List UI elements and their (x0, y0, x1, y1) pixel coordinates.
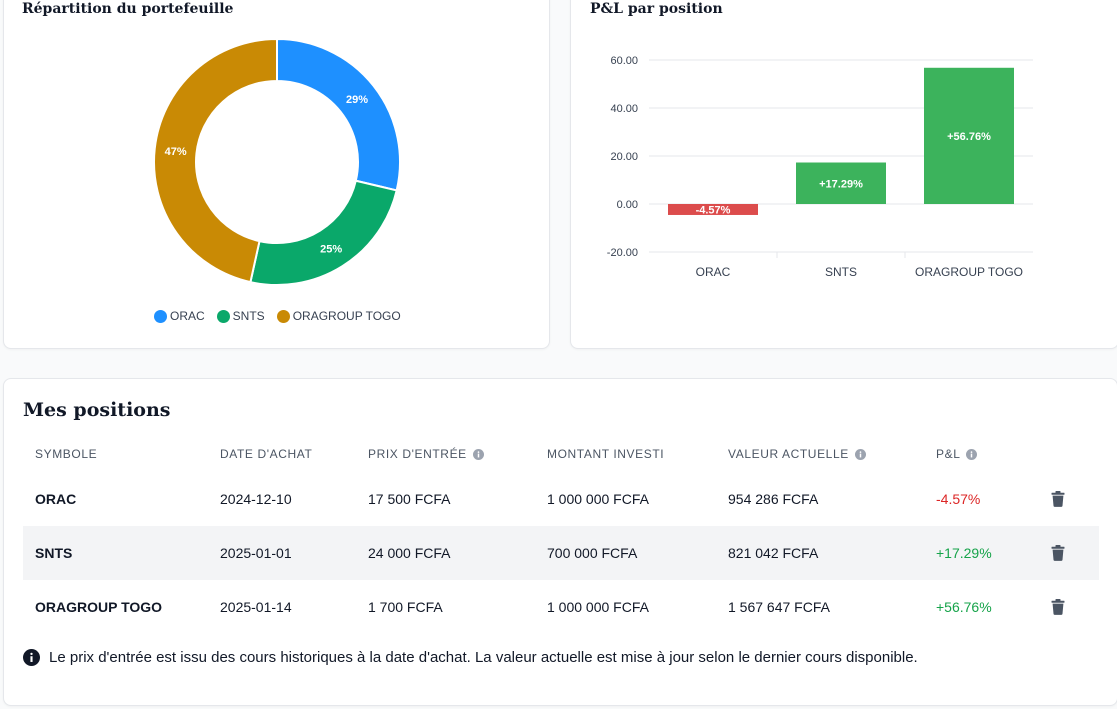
column-label: PRIX D'ENTRÉE (368, 447, 467, 461)
legend-item-orac[interactable]: ORAC (154, 309, 205, 323)
allocation-donut-chart: 29% 25% 47% (153, 37, 401, 286)
cell-entry-price: 1 700 FCFA (368, 599, 443, 615)
column-header-date[interactable]: DATE D'ACHAT (220, 447, 312, 461)
legend-swatch (276, 309, 290, 323)
column-header-symbol[interactable]: SYMBOLE (35, 447, 97, 461)
y-tick-label: -20.00 (607, 247, 638, 259)
cell-date: 2025-01-01 (220, 545, 292, 561)
cell-entry-price: 24 000 FCFA (368, 545, 451, 561)
bar-data-label: +56.76% (947, 131, 991, 143)
column-label: DATE D'ACHAT (220, 447, 313, 461)
legend-label: ORAC (170, 309, 205, 323)
pnl-bar-chart: 60.00 40.00 20.00 0.00 -20.00 -4.57% ORAC +17.2… (607, 55, 1033, 279)
info-icon (23, 649, 40, 666)
column-label: SYMBOLE (35, 447, 98, 461)
cell-date: 2025-01-14 (220, 599, 292, 615)
legend-swatch (216, 309, 230, 323)
cell-pnl: +56.76% (936, 599, 992, 615)
legend-label: SNTS (232, 309, 265, 323)
y-tick-label: 60.00 (610, 55, 638, 67)
cell-invested: 700 000 FCFA (547, 545, 638, 561)
trash-icon[interactable] (1051, 491, 1065, 507)
legend-swatch (154, 309, 167, 323)
bar-orac[interactable] (668, 204, 758, 215)
table-row[interactable]: ORAGROUP TOGO 2025-01-14 1 700 FCFA 1 00… (23, 580, 1099, 634)
cell-date: 2024-12-10 (220, 491, 292, 507)
allocation-legend: ORAC SNTS ORAGROUP TOGO (154, 309, 413, 323)
y-tick-label: 40.00 (610, 103, 638, 115)
x-tick-label: SNTS (825, 265, 857, 279)
column-header-current-value[interactable]: VALEUR ACTUELLE (728, 447, 866, 461)
cell-symbol: ORAC (35, 491, 77, 507)
column-header-pnl[interactable]: P&L (936, 447, 978, 461)
cell-pnl: -4.57% (936, 491, 981, 507)
bar-snts[interactable] (796, 162, 886, 204)
positions-title: Mes positions (23, 399, 171, 421)
column-label: P&L (936, 447, 961, 461)
legend-item-snts[interactable]: SNTS (216, 309, 265, 323)
y-tick-label: 20.00 (610, 151, 638, 163)
positions-card: Mes positions SYMBOLE DATE D'ACHAT PRIX … (3, 378, 1117, 706)
legend-label: ORAGROUP TOGO (292, 309, 401, 323)
info-note: Le prix d'entrée est issu des cours hist… (23, 649, 918, 666)
trash-icon[interactable] (1051, 599, 1065, 615)
bar-data-label: -4.57% (696, 204, 731, 216)
donut-slice-snts[interactable] (249, 179, 398, 286)
bar-data-label: +17.29% (819, 178, 863, 190)
cell-pnl: +17.29% (936, 545, 992, 561)
info-icon[interactable] (854, 448, 866, 460)
donut-slice-orac[interactable] (276, 37, 401, 192)
pnl-title: P&L par position (590, 1, 723, 17)
table-row[interactable]: ORAC 2024-12-10 17 500 FCFA 1 000 000 FC… (23, 472, 1099, 526)
cell-current-value: 954 286 FCFA (728, 491, 819, 507)
x-tick-label: ORAC (696, 265, 731, 279)
y-tick-label: 0.00 (617, 199, 638, 211)
cell-current-value: 821 042 FCFA (728, 545, 819, 561)
info-icon[interactable] (472, 448, 484, 460)
cell-symbol: SNTS (35, 545, 73, 561)
trash-icon[interactable] (1051, 545, 1065, 561)
allocation-card: Répartition du portefeuille 29% 25% 47% OR… (3, 0, 550, 349)
x-tick-label: ORAGROUP TOGO (915, 265, 1023, 279)
cell-entry-price: 17 500 FCFA (368, 491, 451, 507)
column-header-invested[interactable]: MONTANT INVESTI (547, 447, 664, 461)
cell-symbol: ORAGROUP TOGO (35, 599, 163, 615)
donut-slice-label: 29% (346, 94, 368, 106)
cell-current-value: 1 567 647 FCFA (728, 599, 830, 615)
pnl-card: P&L par position 60.00 40.00 20.00 0.00 -20.… (570, 0, 1117, 349)
cell-invested: 1 000 000 FCFA (547, 491, 649, 507)
info-note-text: Le prix d'entrée est issu des cours hist… (49, 649, 918, 666)
allocation-title: Répartition du portefeuille (22, 1, 234, 17)
cell-invested: 1 000 000 FCFA (547, 599, 649, 615)
table-row[interactable]: SNTS 2025-01-01 24 000 FCFA 700 000 FCFA… (23, 526, 1099, 580)
column-label: MONTANT INVESTI (547, 447, 665, 461)
info-icon[interactable] (966, 448, 978, 460)
column-label: VALEUR ACTUELLE (728, 447, 849, 461)
legend-item-oragroup-togo[interactable]: ORAGROUP TOGO (276, 309, 401, 323)
donut-slice-label: 25% (320, 243, 342, 255)
donut-slice-oragroup-togo[interactable] (153, 37, 278, 284)
donut-slice-label: 47% (165, 146, 187, 158)
bar-oragroup-togo[interactable] (924, 67, 1014, 204)
column-header-entry-price[interactable]: PRIX D'ENTRÉE (368, 447, 484, 461)
